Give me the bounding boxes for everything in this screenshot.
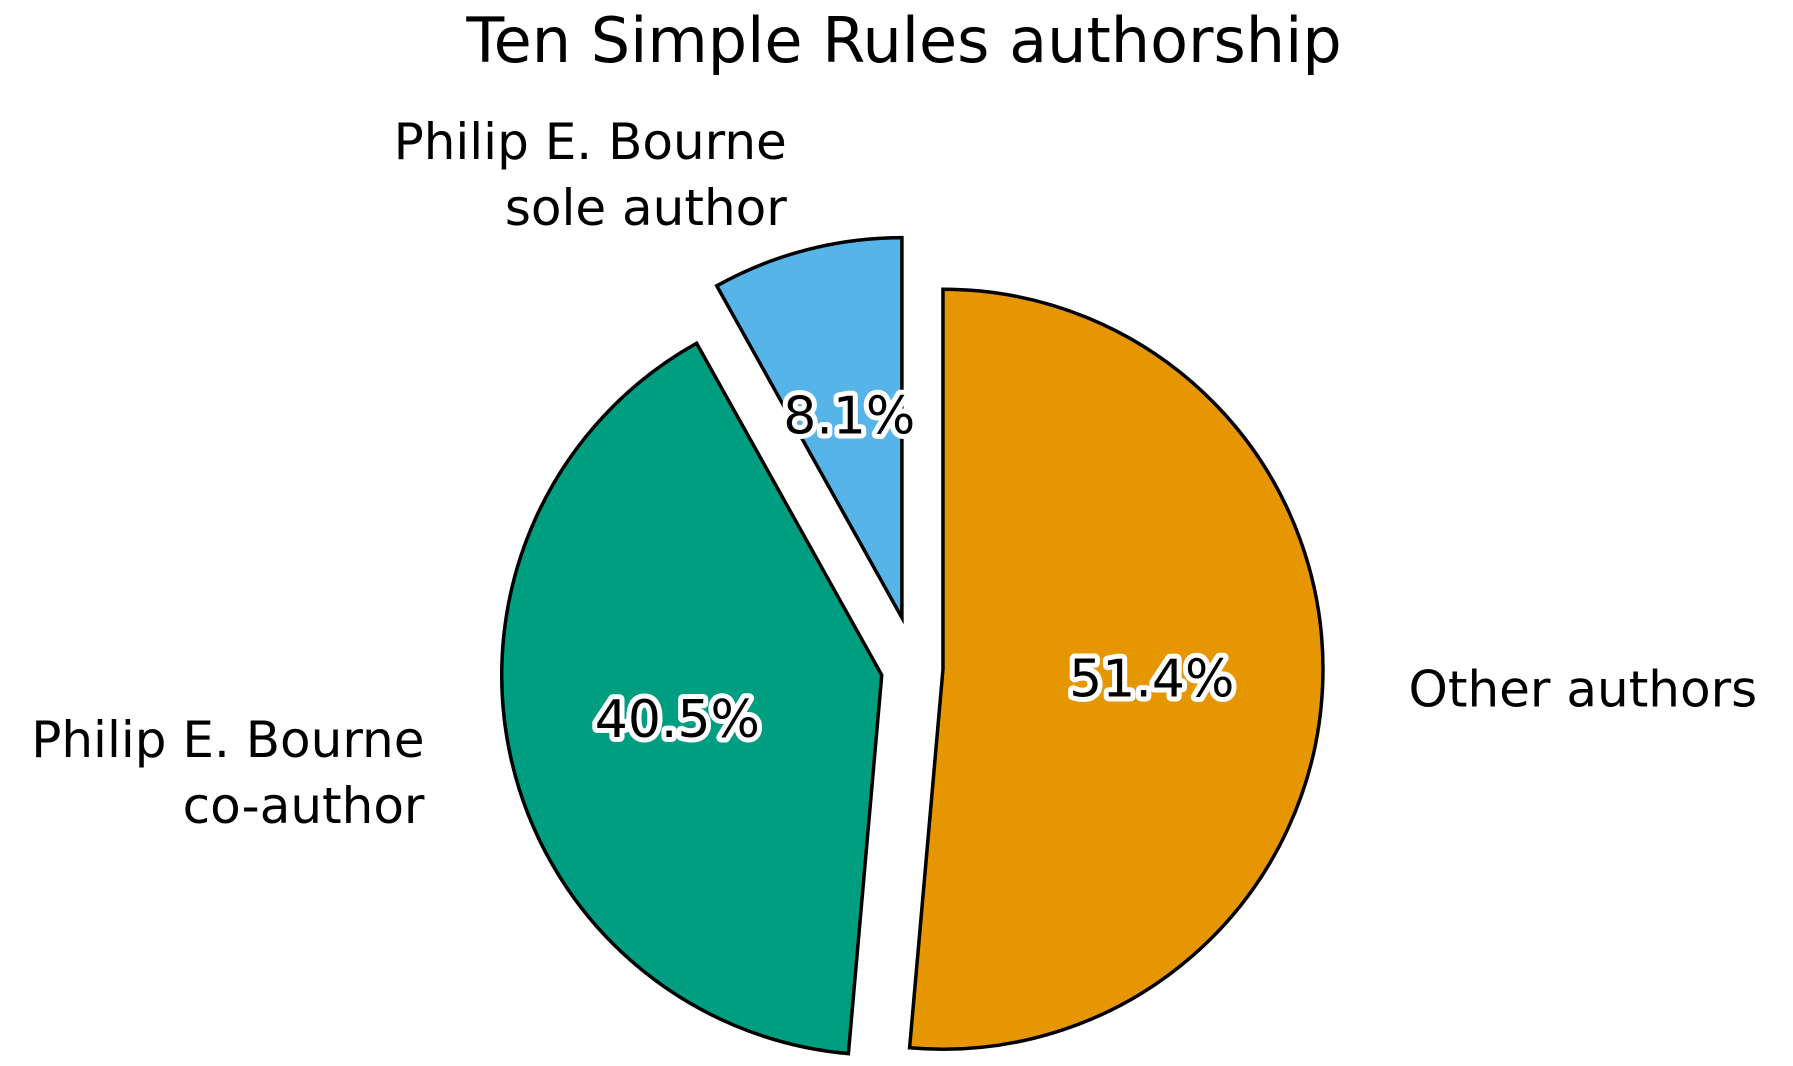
slices-layer bbox=[500, 235, 1325, 1056]
slice-label-2: Philip E. Bourne co-author bbox=[31, 711, 425, 835]
slice-label-line: Philip E. Bourne bbox=[394, 113, 787, 171]
pie-slice-1 bbox=[714, 235, 904, 625]
pie-slice-2 bbox=[500, 340, 884, 1056]
slice-label-line: Other authors bbox=[1409, 661, 1758, 719]
labels-layer: 8.1% Philip E. Bourne sole author 40.5% Phil… bbox=[31, 113, 1757, 835]
slice-label-line: Philip E. Bourne bbox=[31, 711, 424, 769]
pie-slice-3 bbox=[907, 287, 1325, 1051]
slice-label-1: Philip E. Bourne sole author bbox=[394, 113, 788, 237]
slice-label-line: co-author bbox=[183, 777, 425, 835]
slice-label-line: sole author bbox=[505, 179, 787, 237]
pct-label-1: 8.1% bbox=[783, 386, 915, 446]
pct-label-3: 51.4% bbox=[1069, 649, 1234, 709]
pct-label-2: 40.5% bbox=[595, 690, 760, 750]
slice-label-3: Other authors bbox=[1409, 661, 1758, 719]
chart-title: Ten Simple Rules authorship bbox=[465, 4, 1341, 77]
